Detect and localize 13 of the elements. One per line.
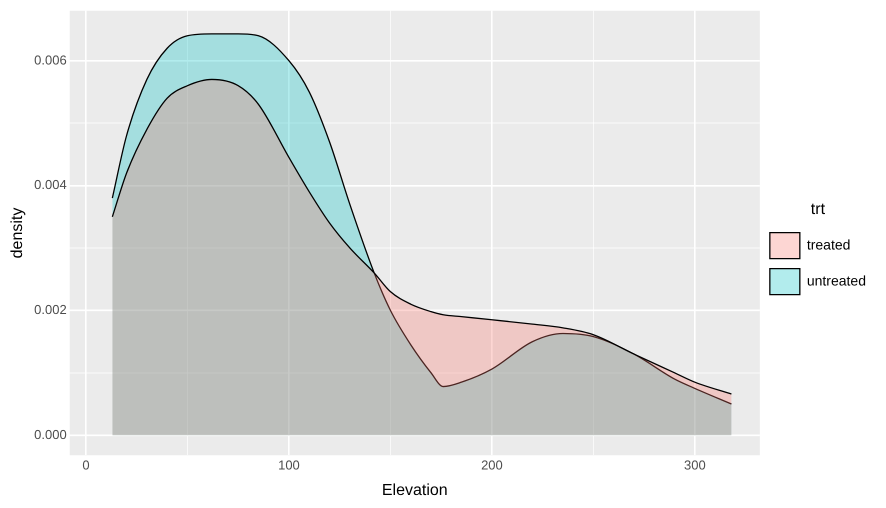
x-tick-label: 100 bbox=[278, 458, 300, 473]
legend-title: trt bbox=[810, 200, 826, 218]
x-axis-title: Elevation bbox=[382, 482, 448, 499]
y-tick-label: 0.000 bbox=[34, 426, 67, 442]
y-tick-label: 0.006 bbox=[34, 52, 67, 68]
y-tick-label: 0.004 bbox=[34, 177, 67, 192]
x-tick-label: 0 bbox=[82, 458, 90, 473]
legend-label: treated bbox=[806, 236, 850, 252]
legend-label: untreated bbox=[806, 272, 866, 288]
y-axis-title: density bbox=[9, 208, 26, 258]
y-tick-label: 0.002 bbox=[34, 302, 67, 317]
x-tick-label: 200 bbox=[481, 458, 503, 473]
x-tick-label: 300 bbox=[684, 458, 706, 473]
